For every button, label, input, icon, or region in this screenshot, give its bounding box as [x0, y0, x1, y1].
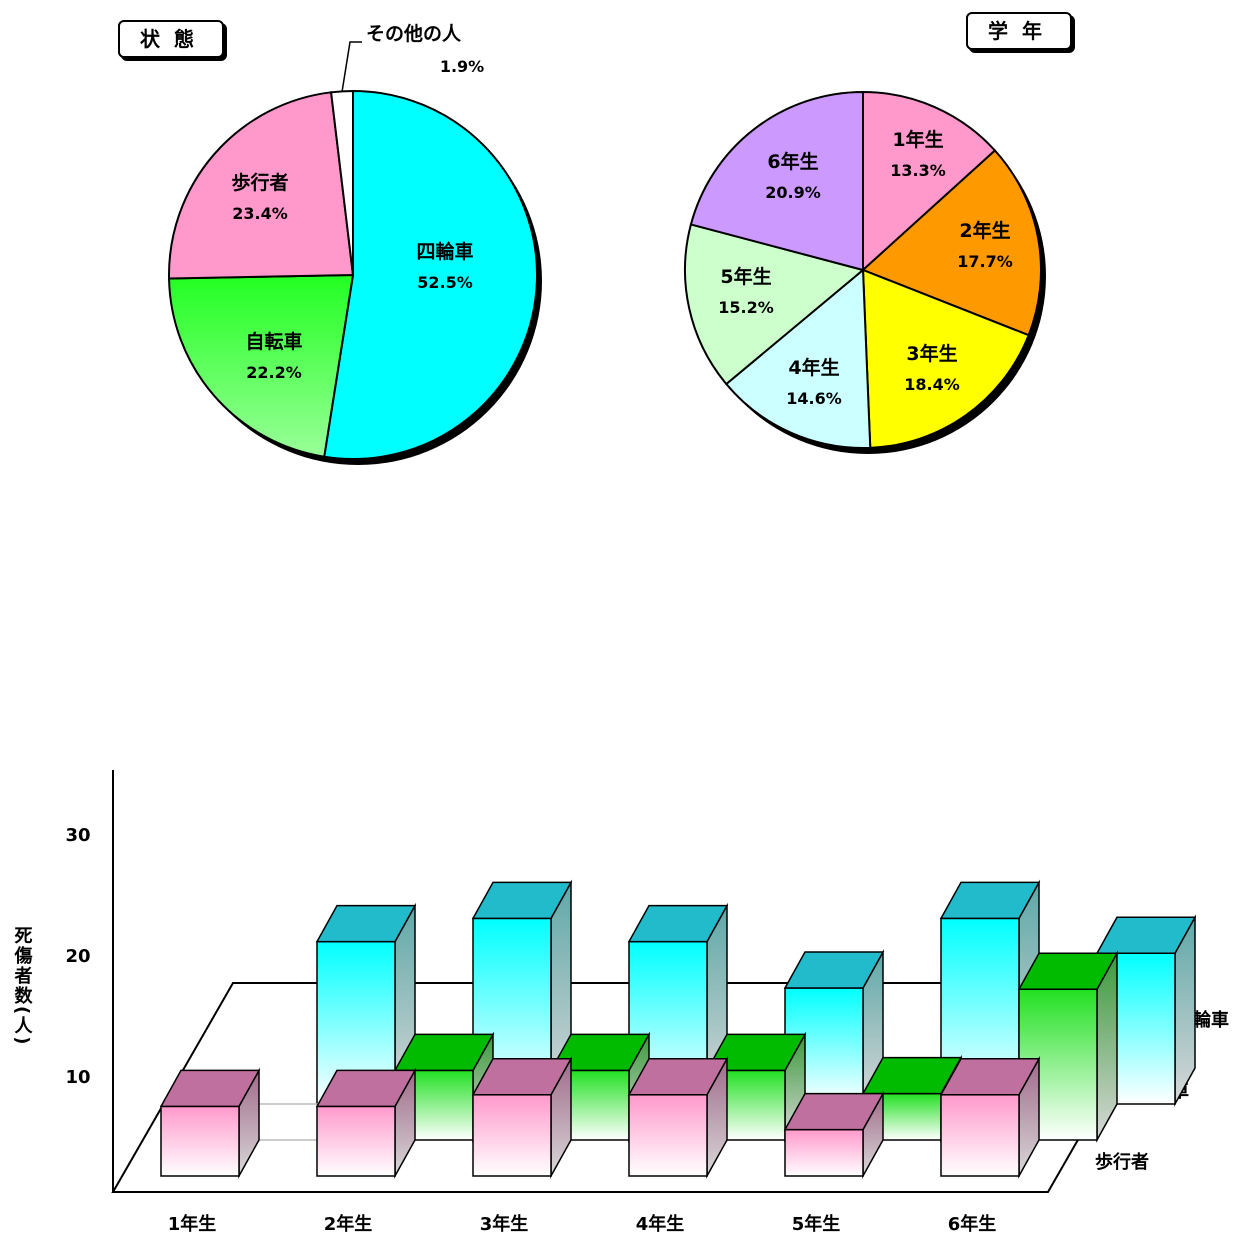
pie-slice-0: [323, 89, 538, 460]
grade-pie-title-box: 学年: [966, 12, 1072, 50]
series-label: 歩行者: [1095, 1151, 1149, 1173]
slice-label: 4年生: [788, 356, 839, 379]
slice-percent: 23.4%: [232, 204, 288, 223]
category-label: 6年生: [948, 1213, 997, 1234]
slice-label: その他の人: [366, 22, 462, 45]
pie-slice-2: [861, 268, 1030, 449]
slice-label: 歩行者: [231, 171, 288, 194]
bar-歩行者-6年生: [939, 1055, 1041, 1179]
state-pie-title: 状態: [140, 27, 208, 51]
slice-label: 5年生: [720, 265, 771, 288]
y-tick-label: 10: [65, 1067, 90, 1088]
category-label: 5年生: [792, 1213, 841, 1234]
y-tick-label: 20: [65, 946, 90, 967]
bar-歩行者-4年生: [627, 1055, 729, 1179]
pie-slice-1: [861, 149, 1042, 337]
bar-歩行者-2年生: [315, 1067, 417, 1179]
pie-slice-2: [168, 91, 355, 280]
pie-slice-3: [724, 267, 872, 449]
slice-percent: 1.9%: [440, 57, 484, 76]
slice-percent: 13.3%: [890, 161, 946, 180]
slice-percent: 15.2%: [718, 298, 774, 317]
category-label: 2年生: [324, 1213, 373, 1234]
bar-歩行者-5年生: [783, 1090, 885, 1179]
pie-slice-0: [862, 90, 997, 273]
state-pie-chart: 四輪車 52.5% 自転車 22.2% 歩行者 23.4% その他の人 1.9%: [168, 22, 542, 465]
category-label: 3年生: [480, 1213, 529, 1234]
pie-slice-4: [684, 223, 866, 386]
slice-percent: 18.4%: [904, 375, 960, 394]
slice-label: 6年生: [767, 150, 818, 173]
slice-percent: 14.6%: [786, 389, 842, 408]
category-label: 1年生: [168, 1213, 217, 1234]
grade-pie-chart: 1年生 13.3% 2年生 17.7% 3年生 18.4% 4年生 14.6% 5年生 15.2%…: [684, 90, 1046, 454]
pie-slice-5: [689, 90, 864, 272]
slice-percent: 20.9%: [765, 183, 821, 202]
category-label: 4年生: [636, 1213, 685, 1234]
slice-percent: 22.2%: [246, 363, 302, 382]
callout-line: [341, 41, 362, 93]
bar-歩行者-3年生: [471, 1055, 573, 1179]
slice-percent: 52.5%: [417, 273, 473, 292]
grade-pie-title: 学年: [988, 19, 1056, 43]
slice-label: 3年生: [906, 342, 957, 365]
slice-label: 1年生: [892, 128, 943, 151]
pie-slice-1: [168, 273, 355, 458]
y-tick-label: 30: [65, 825, 90, 846]
y-axis-label: 死傷者数(人): [12, 926, 34, 1046]
bar-歩行者-1年生: [159, 1067, 261, 1179]
slice-label: 2年生: [959, 219, 1010, 242]
state-pie-title-box: 状態: [118, 20, 224, 58]
slice-label: 四輪車: [416, 240, 473, 263]
slice-label: 自転車: [245, 330, 302, 353]
slice-percent: 17.7%: [957, 252, 1013, 271]
